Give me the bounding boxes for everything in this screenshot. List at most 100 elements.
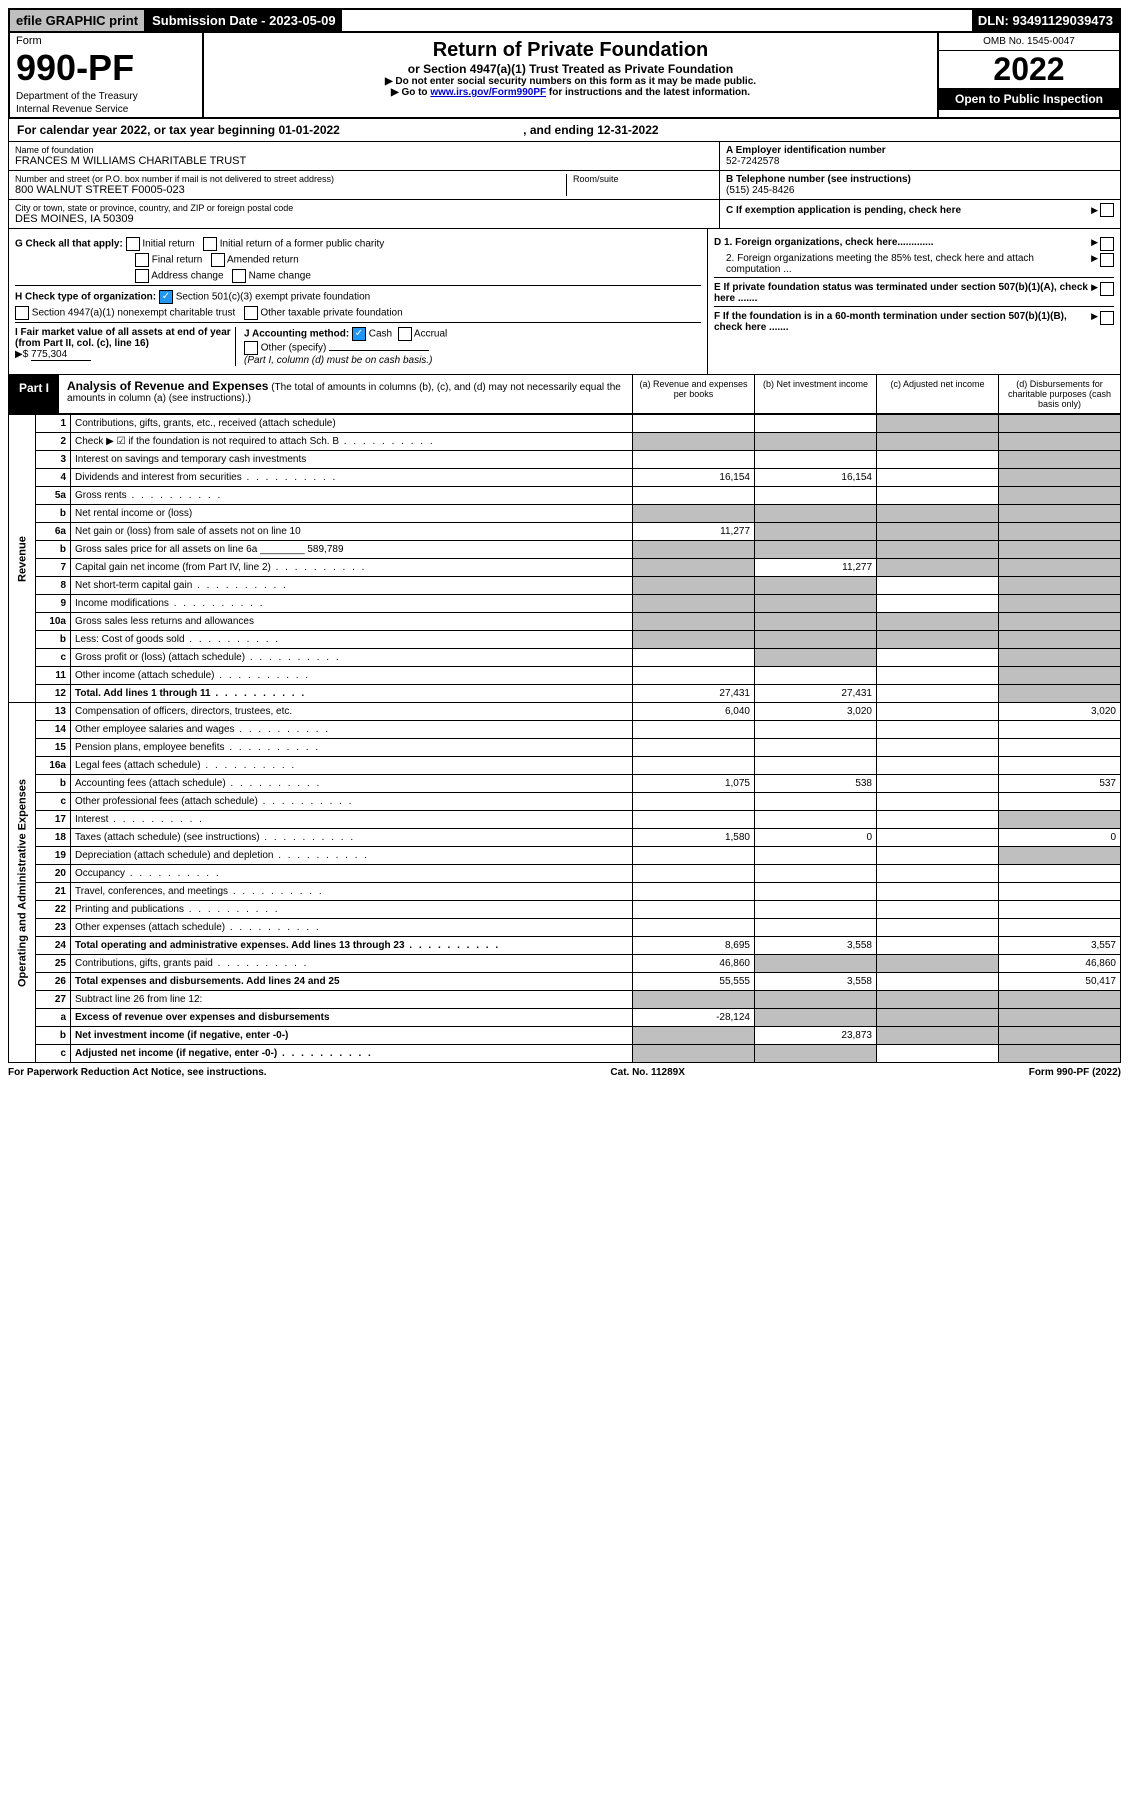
line-desc: Capital gain net income (from Part IV, l…: [71, 559, 633, 577]
line-desc: Taxes (attach schedule) (see instruction…: [71, 829, 633, 847]
line-desc: Net gain or (loss) from sale of assets n…: [71, 523, 633, 541]
g-name-checkbox[interactable]: [232, 269, 246, 283]
line-val-c: [877, 775, 999, 793]
line-number: 24: [36, 937, 71, 955]
table-row: cOther professional fees (attach schedul…: [9, 793, 1121, 811]
line-val-a: [633, 631, 755, 649]
h-4947-checkbox[interactable]: [15, 306, 29, 320]
col-a-header: (a) Revenue and expenses per books: [632, 375, 754, 413]
line-desc: Contributions, gifts, grants, etc., rece…: [71, 415, 633, 433]
form-title: Return of Private Foundation: [210, 39, 931, 62]
line-val-b: [755, 847, 877, 865]
line-val-b: 16,154: [755, 469, 877, 487]
line-val-dd: [999, 415, 1121, 433]
line-number: 10a: [36, 613, 71, 631]
g-final-checkbox[interactable]: [135, 253, 149, 267]
line-desc: Subtract line 26 from line 12:: [71, 991, 633, 1009]
line-desc: Interest: [71, 811, 633, 829]
table-row: bGross sales price for all assets on lin…: [9, 541, 1121, 559]
line-val-a: [633, 541, 755, 559]
line-val-dd: [999, 919, 1121, 937]
line-val-dd: 0: [999, 829, 1121, 847]
line-val-c: [877, 595, 999, 613]
line-val-a: [633, 595, 755, 613]
line-number: a: [36, 1009, 71, 1027]
line-val-dd: [999, 865, 1121, 883]
part1-label: Part I: [9, 375, 59, 413]
line-number: 14: [36, 721, 71, 739]
name-label: Name of foundation: [15, 145, 713, 155]
e-checkbox[interactable]: [1100, 282, 1114, 296]
line-val-c: [877, 865, 999, 883]
line-val-b: [755, 451, 877, 469]
table-row: cAdjusted net income (if negative, enter…: [9, 1045, 1121, 1063]
h-label: H Check type of organization:: [15, 292, 156, 303]
h-501c3-checkbox[interactable]: [159, 290, 173, 304]
line-val-a: [633, 649, 755, 667]
line-desc: Legal fees (attach schedule): [71, 757, 633, 775]
line-val-b: [755, 577, 877, 595]
line-val-a: [633, 433, 755, 451]
part1-table: Revenue1Contributions, gifts, grants, et…: [8, 414, 1121, 1063]
line-val-c: [877, 685, 999, 703]
i-label: I Fair market value of all assets at end…: [15, 327, 231, 349]
d1-checkbox[interactable]: [1100, 237, 1114, 251]
g-address-checkbox[interactable]: [135, 269, 149, 283]
line-number: c: [36, 1045, 71, 1063]
efile-print-button[interactable]: efile GRAPHIC print: [10, 10, 146, 31]
line-val-dd: [999, 667, 1121, 685]
f-checkbox[interactable]: [1100, 311, 1114, 325]
j-accrual-checkbox[interactable]: [398, 327, 412, 341]
g-amended-checkbox[interactable]: [211, 253, 225, 267]
table-row: 24Total operating and administrative exp…: [9, 937, 1121, 955]
line-desc: Other professional fees (attach schedule…: [71, 793, 633, 811]
line-val-a: 55,555: [633, 973, 755, 991]
table-row: 23Other expenses (attach schedule): [9, 919, 1121, 937]
line-val-c: [877, 523, 999, 541]
line-desc: Other expenses (attach schedule): [71, 919, 633, 937]
j-other-checkbox[interactable]: [244, 341, 258, 355]
line-val-c: [877, 883, 999, 901]
room-label: Room/suite: [573, 174, 713, 184]
line-val-dd: [999, 649, 1121, 667]
line-val-c: [877, 505, 999, 523]
line-val-c: [877, 973, 999, 991]
line-val-a: [633, 811, 755, 829]
h-other-checkbox[interactable]: [244, 306, 258, 320]
line-number: 5a: [36, 487, 71, 505]
line-val-b: 27,431: [755, 685, 877, 703]
line-desc: Compensation of officers, directors, tru…: [71, 703, 633, 721]
line-val-a: [633, 451, 755, 469]
line-desc: Accounting fees (attach schedule): [71, 775, 633, 793]
line-val-c: [877, 955, 999, 973]
line-val-dd: [999, 811, 1121, 829]
line-val-a: [633, 1045, 755, 1063]
g-initial-public-checkbox[interactable]: [203, 237, 217, 251]
line-val-a: 8,695: [633, 937, 755, 955]
d2-checkbox[interactable]: [1100, 253, 1114, 267]
line-val-dd: [999, 631, 1121, 649]
revenue-vlabel: Revenue: [9, 415, 36, 703]
top-bar: efile GRAPHIC print Submission Date - 20…: [8, 8, 1121, 33]
line-desc: Net rental income or (loss): [71, 505, 633, 523]
table-row: 11Other income (attach schedule): [9, 667, 1121, 685]
line-number: 16a: [36, 757, 71, 775]
line-number: 25: [36, 955, 71, 973]
line-val-b: [755, 505, 877, 523]
line-val-b: [755, 1045, 877, 1063]
table-row: 20Occupancy: [9, 865, 1121, 883]
line-val-a: 46,860: [633, 955, 755, 973]
entity-block: Name of foundation FRANCES M WILLIAMS CH…: [8, 142, 1121, 229]
line-val-c: [877, 739, 999, 757]
c-checkbox[interactable]: [1100, 203, 1114, 217]
line-val-b: [755, 595, 877, 613]
line-val-dd: [999, 613, 1121, 631]
line-val-c: [877, 847, 999, 865]
form-word: Form: [16, 35, 196, 47]
tel-label: B Telephone number (see instructions): [726, 174, 1114, 185]
table-row: 18Taxes (attach schedule) (see instructi…: [9, 829, 1121, 847]
g-initial-checkbox[interactable]: [126, 237, 140, 251]
irs-link[interactable]: www.irs.gov/Form990PF: [430, 87, 546, 98]
j-cash-checkbox[interactable]: [352, 327, 366, 341]
city-label: City or town, state or province, country…: [15, 203, 713, 213]
